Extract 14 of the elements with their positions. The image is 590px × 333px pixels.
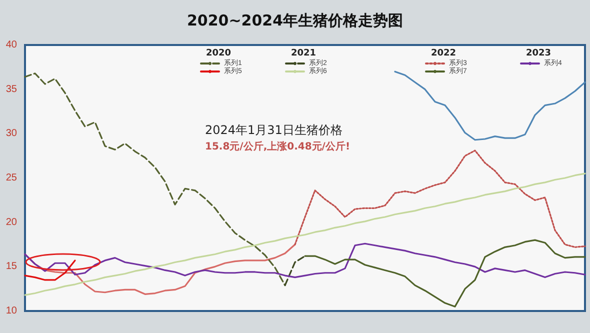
annotation: 15.8元/公斤,上涨0.48元/公斤!: [205, 140, 350, 152]
y-tick-label: 15: [6, 261, 18, 272]
y-tick-label: 10: [6, 306, 18, 316]
annotation: 2023: [526, 48, 552, 58]
y-tick-label: 25: [6, 172, 18, 184]
annotation: 2024年1月31日生猪价格: [205, 123, 342, 137]
annotation: 2022: [431, 48, 456, 58]
y-tick-label: 20: [6, 216, 18, 228]
chart-title: 2020~2024年生猪价格走势图: [186, 12, 404, 30]
y-tick-label: 30: [6, 128, 18, 140]
y-tick-label: 35: [6, 84, 18, 95]
annotation: 2021: [291, 48, 316, 58]
annotation: 2020: [206, 48, 232, 58]
y-tick-label: 40: [6, 40, 18, 50]
